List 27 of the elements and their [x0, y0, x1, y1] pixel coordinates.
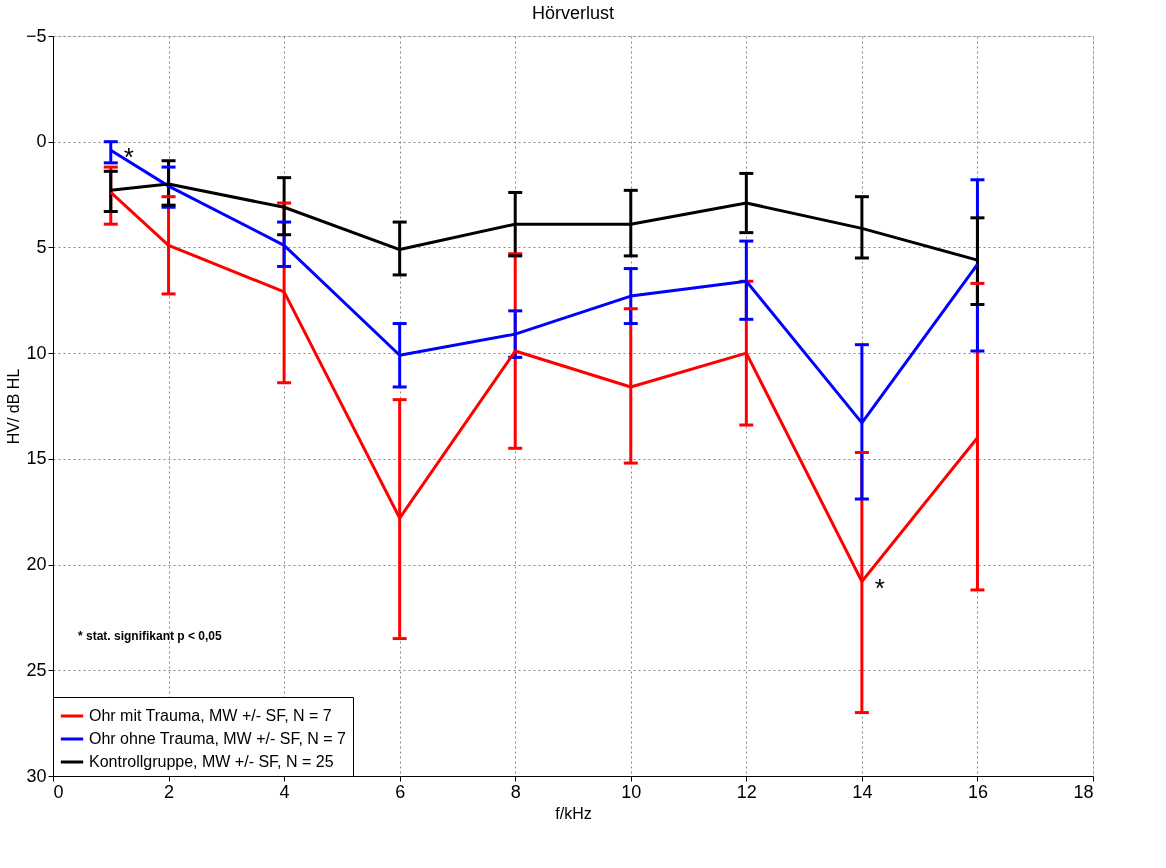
- x-tick-label: 16: [967, 781, 988, 802]
- x-tick-label: 8: [510, 781, 521, 802]
- legend-label: Ohr ohne Trauma, MW +/- SF, N = 7: [89, 730, 347, 747]
- x-tick-label: 0: [53, 781, 64, 802]
- x-tick-label: 6: [395, 781, 406, 802]
- y-tick-label: 30: [26, 765, 47, 786]
- x-axis-title: f/kHz: [555, 804, 592, 822]
- x-tick-label: 2: [164, 781, 175, 802]
- y-tick-label: 5: [36, 236, 47, 257]
- y-tick-label: 25: [26, 659, 47, 680]
- x-tick-label: 18: [1073, 781, 1094, 802]
- annotation: *: [874, 573, 885, 604]
- legend-label: Kontrollgruppe, MW +/- SF, N = 25: [89, 753, 334, 770]
- x-tick-label: 10: [621, 781, 642, 802]
- y-tick-label: 0: [36, 131, 47, 152]
- y-axis-title: HV/ dB HL: [4, 368, 22, 445]
- chart-title: Hörverlust: [531, 3, 615, 23]
- y-tick-label: 20: [26, 554, 47, 575]
- x-tick-label: 4: [279, 781, 290, 802]
- x-tick-label: 12: [736, 781, 757, 802]
- annotation: * stat. signifikant p < 0,05: [78, 629, 223, 643]
- x-tick-label: 14: [852, 781, 873, 802]
- legend-label: Ohr mit Trauma, MW +/- SF, N = 7: [89, 707, 332, 724]
- y-tick-label: 15: [26, 448, 47, 469]
- annotation: *: [123, 142, 134, 173]
- y-tick-label: 10: [26, 342, 47, 363]
- y-tick-label: −5: [25, 25, 47, 46]
